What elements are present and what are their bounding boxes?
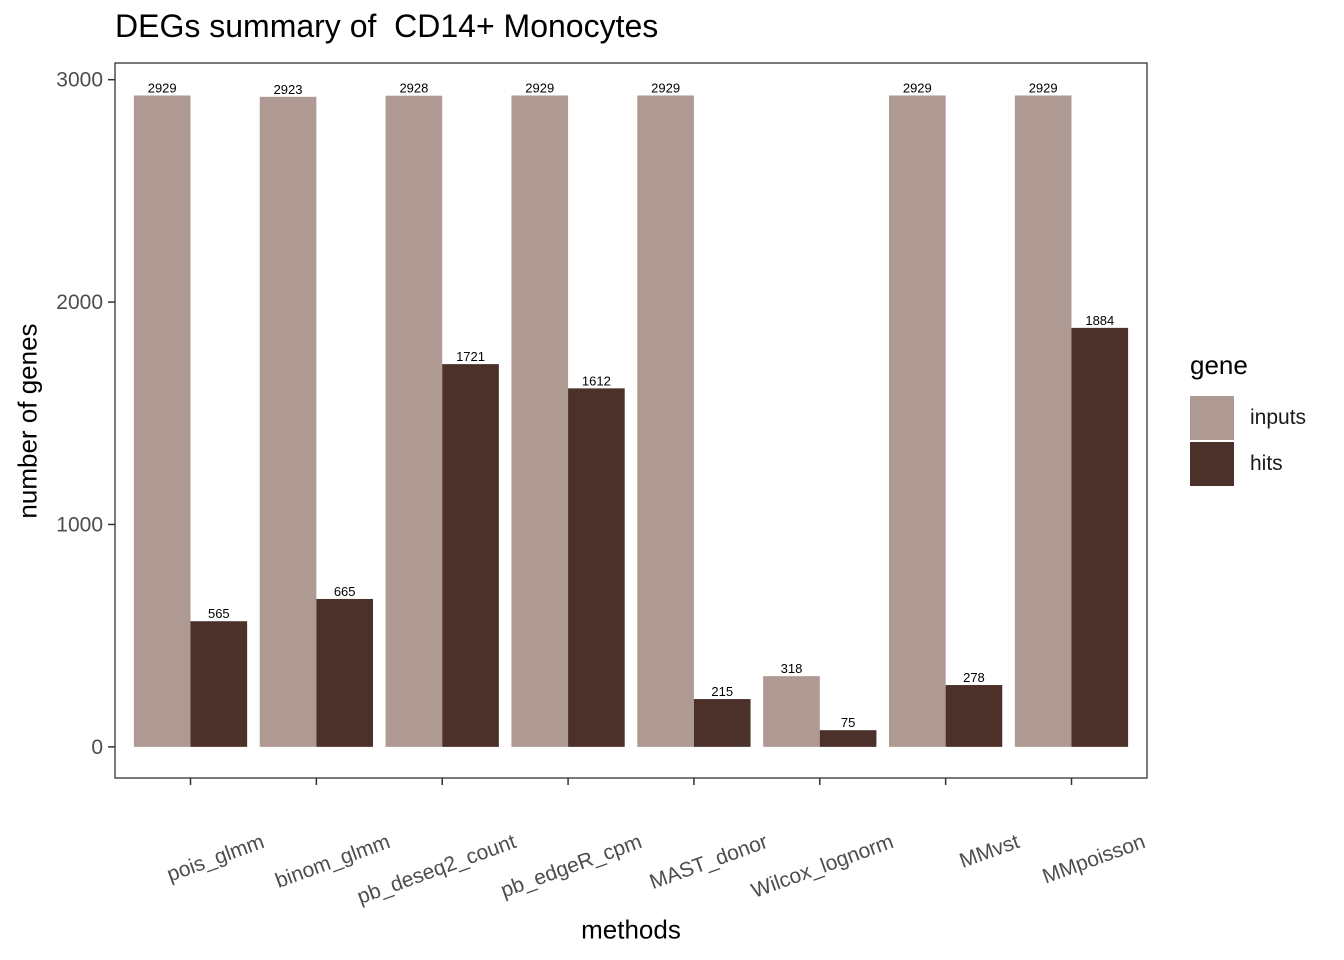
data-label-inputs-binom_glmm: 2923	[274, 82, 303, 97]
x-tick-label-pb_edgeR_cpm: pb_edgeR_cpm	[498, 830, 645, 902]
data-label-inputs-pois_glmm: 2929	[148, 80, 177, 95]
bar-hits-Wilcox_lognorm	[819, 730, 877, 747]
legend-key-inputs	[1190, 396, 1234, 440]
bar-inputs-pb_deseq2_count	[385, 95, 443, 747]
data-label-hits-pb_edgeR_cpm: 1612	[582, 373, 611, 388]
x-tick-label-MMvst: MMvst	[956, 830, 1022, 873]
bar-inputs-MMpoisson	[1014, 95, 1072, 747]
y-tick-label-3000: 3000	[56, 69, 103, 92]
data-label-inputs-MMvst: 2929	[903, 80, 932, 95]
data-label-inputs-MMpoisson: 2929	[1029, 80, 1058, 95]
data-label-inputs-Wilcox_lognorm: 318	[781, 661, 803, 676]
x-tick-label-MMpoisson: MMpoisson	[1040, 830, 1149, 888]
data-label-inputs-pb_deseq2_count: 2928	[399, 81, 428, 96]
data-label-hits-pb_deseq2_count: 1721	[456, 349, 485, 364]
legend-label-inputs: inputs	[1250, 406, 1307, 429]
data-label-inputs-pb_edgeR_cpm: 2929	[525, 80, 554, 95]
bar-hits-MMvst	[945, 685, 1003, 747]
bar-inputs-MMvst	[889, 95, 946, 747]
y-tick-label-2000: 2000	[56, 291, 103, 314]
bar-inputs-pb_edgeR_cpm	[511, 95, 569, 747]
bar-inputs-binom_glmm	[259, 96, 317, 747]
y-axis-label: number of genes	[12, 323, 43, 519]
y-tick-label-1000: 1000	[56, 513, 103, 536]
bar-inputs-Wilcox_lognorm	[763, 676, 820, 747]
x-axis-label: methods	[581, 914, 681, 945]
x-tick-label-Wilcox_lognorm: Wilcox_lognorm	[748, 830, 896, 903]
x-tick-label-pois_glmm: pois_glmm	[164, 830, 267, 886]
data-label-inputs-MAST_donor: 2929	[651, 80, 680, 95]
data-label-hits-MAST_donor: 215	[711, 684, 733, 699]
bar-inputs-pois_glmm	[133, 95, 191, 747]
data-label-hits-Wilcox_lognorm: 75	[841, 715, 855, 730]
data-label-hits-MMvst: 278	[963, 670, 985, 685]
legend: gene inputs hits	[1190, 350, 1306, 487]
y-tick-label-0: 0	[91, 736, 103, 759]
bar-hits-MMpoisson	[1071, 327, 1129, 747]
panel-border	[114, 62, 1148, 779]
legend-item-inputs: inputs	[1190, 395, 1306, 441]
bar-hits-pois_glmm	[190, 621, 248, 747]
bar-inputs-MAST_donor	[637, 95, 694, 747]
bar-hits-pb_deseq2_count	[442, 364, 499, 747]
data-label-hits-binom_glmm: 665	[334, 584, 356, 599]
bar-hits-pb_edgeR_cpm	[568, 388, 625, 747]
legend-label-hits: hits	[1250, 452, 1283, 475]
data-label-hits-pois_glmm: 565	[208, 606, 230, 621]
bar-hits-MAST_donor	[693, 699, 751, 747]
legend-title: gene	[1190, 350, 1248, 380]
legend-item-hits: hits	[1190, 441, 1306, 487]
data-label-hits-MMpoisson: 1884	[1085, 313, 1114, 328]
bar-hits-binom_glmm	[316, 598, 373, 747]
chart-title: DEGs summary of CD14+ Monocytes	[115, 8, 659, 44]
legend-key-hits	[1190, 442, 1234, 486]
